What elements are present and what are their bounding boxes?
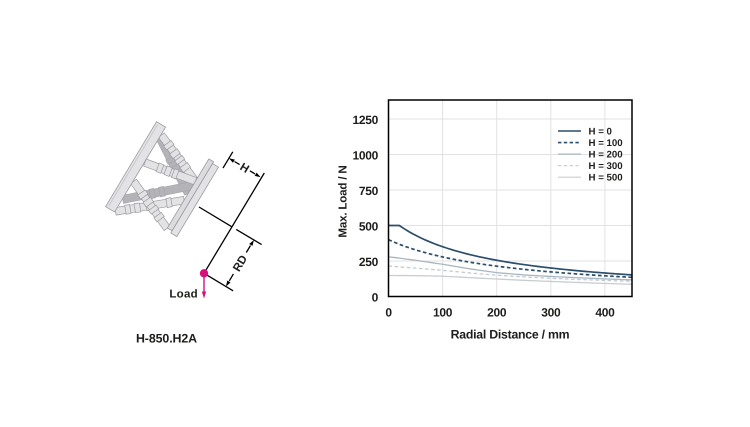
- svg-text:H = 200: H = 200: [589, 150, 623, 161]
- svg-text:500: 500: [359, 220, 379, 234]
- svg-text:1250: 1250: [353, 113, 379, 127]
- svg-text:400: 400: [595, 306, 615, 320]
- svg-text:H = 300: H = 300: [589, 161, 623, 172]
- svg-text:H = 500: H = 500: [589, 173, 623, 184]
- svg-text:200: 200: [487, 306, 507, 320]
- svg-text:250: 250: [359, 255, 379, 269]
- svg-text:0: 0: [385, 306, 392, 320]
- svg-text:750: 750: [359, 184, 379, 198]
- svg-text:300: 300: [541, 306, 561, 320]
- svg-text:H-850.H2A: H-850.H2A: [136, 331, 197, 345]
- svg-text:100: 100: [433, 306, 453, 320]
- svg-text:0: 0: [372, 291, 379, 305]
- svg-text:Max. Load / N: Max. Load / N: [337, 165, 350, 237]
- svg-text:Load: Load: [169, 289, 198, 301]
- svg-text:H = 100: H = 100: [589, 138, 623, 149]
- svg-text:1000: 1000: [353, 149, 379, 163]
- svg-text:Radial Distance / mm: Radial Distance / mm: [451, 328, 570, 342]
- svg-text:H = 0: H = 0: [589, 126, 612, 137]
